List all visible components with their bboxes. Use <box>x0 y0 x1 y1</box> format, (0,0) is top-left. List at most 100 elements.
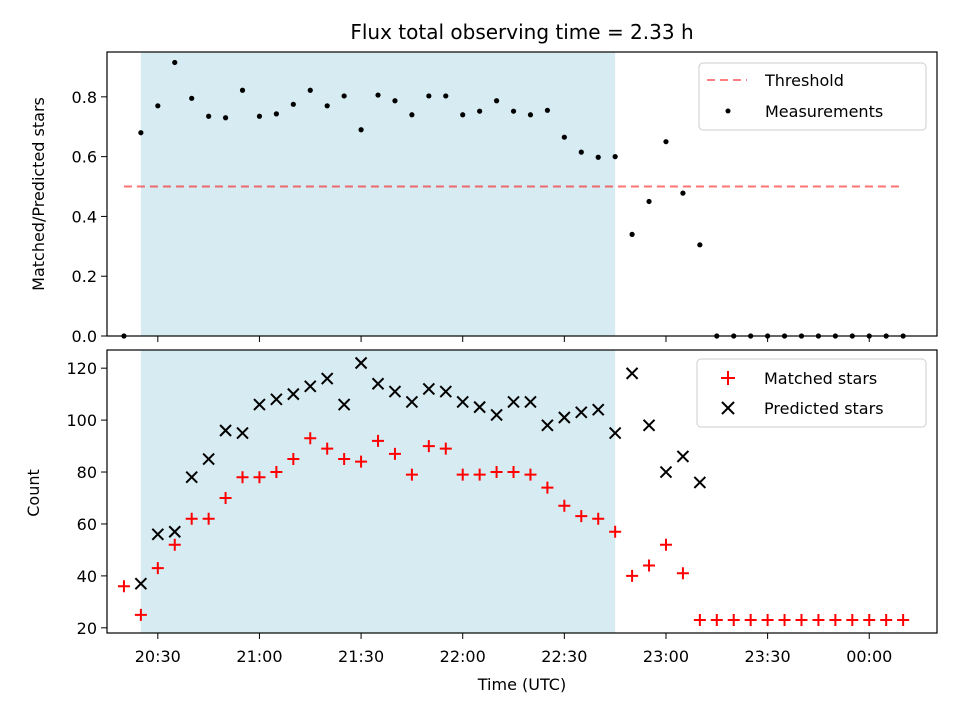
matched-stars-point <box>676 567 689 580</box>
predicted-stars-point <box>439 385 452 398</box>
y-tick-label-bottom: 20 <box>77 619 97 638</box>
y-tick-label-bottom: 120 <box>66 359 97 378</box>
x-tick-label: 20:30 <box>135 647 181 666</box>
matched-stars-point <box>897 614 910 627</box>
measurement-point <box>663 139 669 145</box>
chart-title: Flux total observing time = 2.33 h <box>350 20 693 44</box>
predicted-stars-point <box>253 398 266 411</box>
predicted-stars-point <box>625 367 639 380</box>
matched-stars-point <box>693 614 706 627</box>
matched-stars-point <box>338 453 351 466</box>
measurement-point <box>629 231 635 237</box>
predicted-stars-point <box>507 395 520 409</box>
measurement-point <box>646 198 652 205</box>
measurement-point <box>273 111 279 117</box>
top-panel: 0.00.20.40.60.8 Matched/Predicted stars … <box>29 51 938 346</box>
measurement-point <box>409 112 415 118</box>
x-tick-label: 23:00 <box>643 647 689 666</box>
measurement-point <box>510 108 517 114</box>
y-tick-label-top: 0.4 <box>72 207 97 226</box>
matched-stars-point <box>592 512 605 525</box>
matched-stars-point <box>253 471 266 484</box>
y-tick-label-top: 0.2 <box>72 267 97 286</box>
predicted-stars-point <box>693 476 707 489</box>
matched-stars-point <box>134 608 147 621</box>
predicted-stars-point <box>304 380 317 393</box>
x-axis-label: Time (UTC) <box>477 675 566 694</box>
matched-stars-point <box>880 614 893 627</box>
legend-frame-bottom <box>696 358 927 428</box>
measurement-point <box>460 112 466 118</box>
matched-stars-point <box>541 481 554 494</box>
x-tick-label: 00:00 <box>846 647 892 666</box>
measurement-point <box>155 103 161 109</box>
predicted-stars-point <box>270 393 283 406</box>
predicted-stars-point <box>185 471 198 484</box>
matched-stars-point <box>507 466 520 479</box>
y-tick-label-top: 0.0 <box>72 327 97 346</box>
legend-label-measurements: Measurements <box>765 102 883 121</box>
legend-measurements-swatch <box>725 108 731 114</box>
predicted-stars-point <box>608 426 622 440</box>
measurement-point <box>477 108 483 114</box>
x-tick-label: 23:30 <box>745 647 791 666</box>
matched-stars-point <box>609 525 622 538</box>
legend-bottom: Matched stars Predicted stars <box>696 358 927 428</box>
legend-top: Threshold Measurements <box>698 62 927 131</box>
predicted-stars-point <box>642 419 656 432</box>
predicted-stars-point <box>219 424 232 437</box>
matched-stars-point <box>524 468 537 481</box>
predicted-stars-point <box>575 406 588 419</box>
predicted-stars-point <box>320 372 334 385</box>
matched-stars-point <box>558 499 571 512</box>
matched-stars-point <box>473 468 486 481</box>
matched-stars-point <box>643 559 656 572</box>
measurement-point <box>443 93 449 99</box>
measurement-point <box>493 98 500 104</box>
predicted-stars-point <box>202 452 215 466</box>
legend-label-threshold: Threshold <box>764 71 844 90</box>
matched-stars-point <box>626 569 639 582</box>
matched-stars-point <box>321 442 334 455</box>
legend-predicted-swatch <box>721 401 735 415</box>
x-tick-label: 21:00 <box>236 647 282 666</box>
matched-stars-point <box>287 453 300 466</box>
measurement-point <box>595 154 601 160</box>
matched-stars-point <box>117 580 130 593</box>
matched-stars-point <box>846 614 859 627</box>
measurement-point <box>172 59 178 66</box>
predicted-stars-point <box>287 387 300 401</box>
measurement-point <box>290 101 296 107</box>
predicted-stars-point <box>405 395 419 409</box>
measurement-point <box>697 242 703 248</box>
measurement-point <box>358 127 364 133</box>
y-tick-label-bottom: 80 <box>77 463 97 482</box>
predicted-stars-point <box>236 426 249 440</box>
measurement-point <box>239 87 246 93</box>
matched-stars-point <box>727 614 740 627</box>
predicted-stars-point <box>151 528 165 541</box>
matched-stars-point <box>219 491 232 504</box>
predicted-stars-point <box>541 419 554 432</box>
measurement-point <box>527 112 534 118</box>
measurement-point <box>612 154 618 160</box>
plot-frame-bottom <box>106 349 938 634</box>
measurement-point <box>341 93 347 99</box>
matched-stars-point <box>778 614 791 627</box>
matched-stars-point <box>185 512 198 525</box>
predicted-stars-point <box>659 465 673 479</box>
matched-stars-point <box>405 468 418 481</box>
matched-stars-point <box>829 614 842 627</box>
matched-stars-point <box>439 442 452 455</box>
matched-stars-point <box>456 468 469 481</box>
predicted-stars-point <box>337 398 351 411</box>
measurement-point <box>544 107 551 113</box>
measurement-point <box>375 92 381 98</box>
predicted-stars-point <box>558 411 571 424</box>
matched-stars-point <box>270 466 283 479</box>
predicted-stars-point <box>592 403 605 416</box>
predicted-stars-point <box>371 377 385 390</box>
legend-label-matched: Matched stars <box>764 369 877 388</box>
y-tick-label-top: 0.6 <box>72 148 97 167</box>
